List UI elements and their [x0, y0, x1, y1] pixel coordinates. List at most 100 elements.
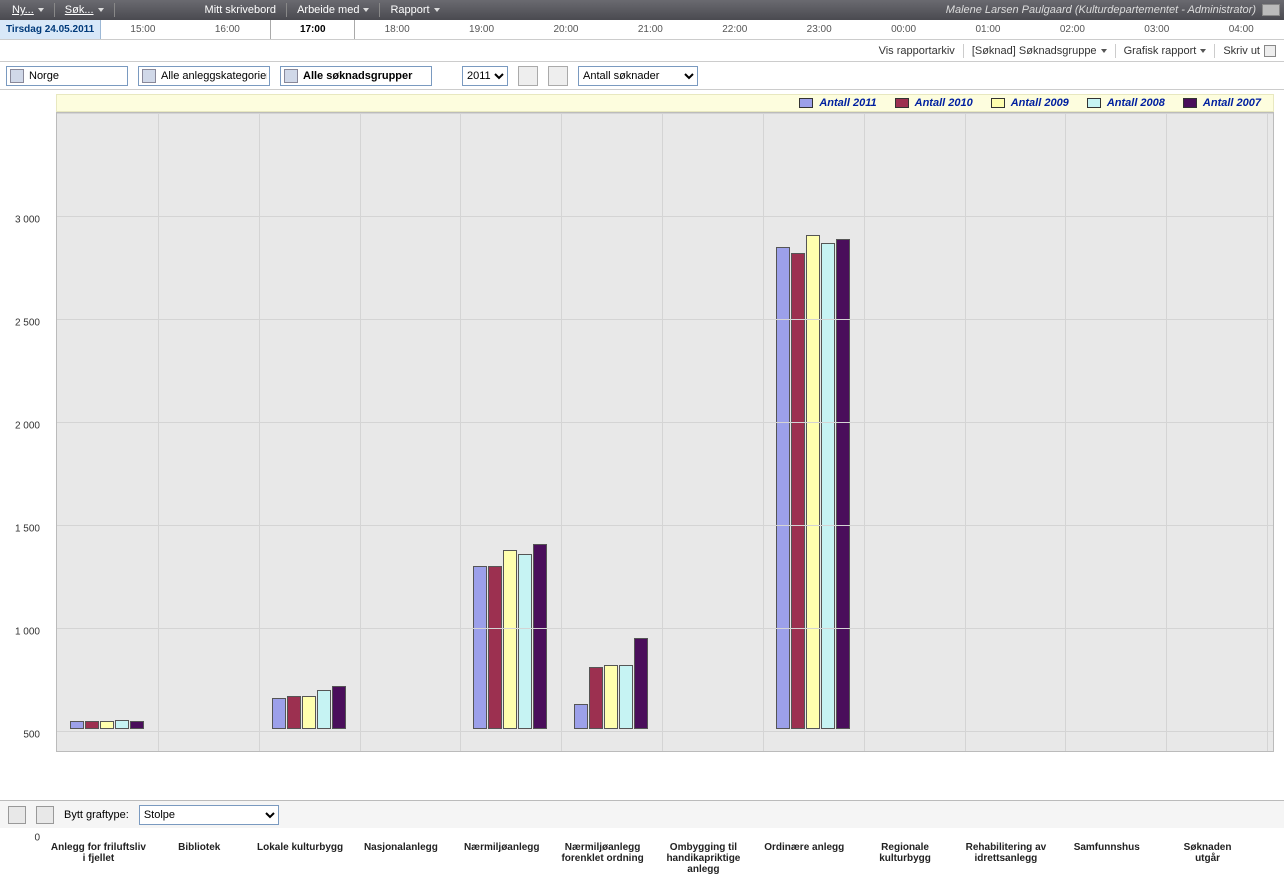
x-tick-label: Nærmiljøanlegg forenklet ordning [553, 842, 653, 864]
legend-item: Antall 2008 [1087, 97, 1165, 109]
x-tick-label: Nærmiljøanlegg [464, 842, 540, 853]
timeline-hour[interactable]: 22:00 [693, 20, 777, 39]
export-icon[interactable] [36, 806, 54, 824]
bar [115, 720, 129, 729]
x-tick-label: Lokale kulturbygg [257, 842, 343, 853]
report-type-dropdown[interactable]: [Søknad] Søknadsgruppe [972, 45, 1107, 57]
bar [488, 566, 502, 729]
chart-type-label: Bytt graftype: [64, 809, 129, 821]
menu-work-with[interactable]: Arbeide med [289, 4, 377, 16]
legend-swatch [1183, 98, 1197, 108]
bar [836, 239, 850, 729]
timeline-hour[interactable]: 15:00 [101, 20, 185, 39]
filter-bar: 2011 Antall søknader [0, 62, 1284, 90]
y-tick-label: 500 [23, 730, 40, 741]
timeline-hour[interactable]: 16:00 [186, 20, 270, 39]
bar [302, 696, 316, 729]
y-tick-label: 2 000 [15, 421, 40, 432]
chevron-down-icon [1200, 49, 1206, 53]
timeline-hour[interactable]: 18:00 [355, 20, 439, 39]
bar-group [473, 544, 547, 729]
legend-item: Antall 2007 [1183, 97, 1261, 109]
x-tick-label: Ordinære anlegg [764, 842, 844, 853]
bar [574, 704, 588, 729]
x-tick-label: Nasjonalanlegg [364, 842, 438, 853]
legend-label: Antall 2009 [1011, 97, 1069, 109]
bar [518, 554, 532, 729]
x-tick-label: Bibliotek [178, 842, 220, 853]
bar [272, 698, 286, 729]
year-select[interactable]: 2011 [462, 66, 508, 86]
menu-search[interactable]: Søk... [57, 4, 112, 16]
timeline-hour[interactable]: 00:00 [862, 20, 946, 39]
timeline-hour[interactable]: 20:00 [524, 20, 608, 39]
show-report-archive-link[interactable]: Vis rapportarkiv [879, 45, 955, 57]
timeline-hour[interactable]: 19:00 [440, 20, 524, 39]
timeline-hours[interactable]: 15:0016:0017:0018:0019:0020:0021:0022:00… [101, 20, 1284, 39]
bar-group [574, 638, 648, 729]
metric-select[interactable]: Antall søknader [578, 66, 698, 86]
region-filter[interactable] [6, 66, 128, 86]
legend-label: Antall 2011 [819, 97, 876, 109]
tree-icon [284, 69, 298, 83]
timeline-hour[interactable]: 17:00 [270, 20, 355, 39]
x-tick-label: Anlegg for friluftsliv i fjellet [48, 842, 148, 864]
view-mode-dropdown[interactable]: Grafisk rapport [1124, 45, 1207, 57]
footer-bar: Bytt graftype: Stolpe [0, 800, 1284, 828]
chevron-down-icon [434, 8, 440, 12]
top-menu-bar: Ny... Søk... Mitt skrivebord Arbeide med… [0, 0, 1284, 20]
category-input[interactable] [159, 67, 269, 85]
legend-swatch [1087, 98, 1101, 108]
timeline-bar: Tirsdag 24.05.2011 15:0016:0017:0018:001… [0, 20, 1284, 40]
timeline-hour[interactable]: 23:00 [777, 20, 861, 39]
calendar-icon[interactable] [518, 66, 538, 86]
legend-swatch [991, 98, 1005, 108]
x-tick-label: Rehabilitering av idrettsanlegg [956, 842, 1056, 864]
bar [533, 544, 547, 729]
bar [604, 665, 618, 729]
y-tick-label: 0 [34, 833, 40, 844]
legend-item: Antall 2011 [799, 97, 876, 109]
menu-desktop[interactable]: Mitt skrivebord [197, 4, 285, 16]
x-tick-label: Søknaden utgår [1174, 842, 1240, 864]
menu-new[interactable]: Ny... [4, 4, 52, 16]
chart-type-select[interactable]: Stolpe [139, 805, 279, 825]
region-input[interactable] [27, 67, 127, 85]
chevron-down-icon [363, 8, 369, 12]
legend-swatch [799, 98, 813, 108]
x-tick-label: Regionale kulturbygg [855, 842, 955, 864]
grid-view-icon[interactable] [8, 806, 26, 824]
bar [100, 721, 114, 729]
bar [130, 721, 144, 729]
menu-report[interactable]: Rapport [382, 4, 447, 16]
print-button[interactable]: Skriv ut [1223, 45, 1276, 57]
report-toolbar: Vis rapportarkiv [Søknad] Søknadsgruppe … [0, 40, 1284, 62]
bar [619, 665, 633, 729]
window-control-icon[interactable] [1262, 4, 1280, 16]
tree-icon [142, 69, 156, 83]
timeline-hour[interactable]: 02:00 [1031, 20, 1115, 39]
chevron-down-icon [38, 8, 44, 12]
timeline-hour[interactable]: 04:00 [1200, 20, 1284, 39]
columns-icon[interactable] [548, 66, 568, 86]
bar [317, 690, 331, 729]
tree-icon [10, 69, 24, 83]
y-axis: 05001 0001 5002 0002 5003 000 [0, 202, 44, 842]
chart-area: Antall 2011Antall 2010Antall 2009Antall … [0, 90, 1284, 798]
chevron-down-icon [98, 8, 104, 12]
group-filter[interactable] [280, 66, 432, 86]
timeline-hour[interactable]: 21:00 [609, 20, 693, 39]
timeline-date: Tirsdag 24.05.2011 [0, 20, 101, 39]
x-tick-label: Samfunnshus [1074, 842, 1140, 853]
bar-group [272, 686, 346, 729]
y-tick-label: 3 000 [15, 215, 40, 226]
chevron-down-icon [1101, 49, 1107, 53]
x-tick-label: Ombygging til handikapriktige anlegg [653, 842, 753, 875]
bar [85, 721, 99, 729]
bar [287, 696, 301, 729]
timeline-hour[interactable]: 03:00 [1115, 20, 1199, 39]
timeline-hour[interactable]: 01:00 [946, 20, 1030, 39]
current-user-label: Malene Larsen Paulgaard (Kulturdeparteme… [946, 4, 1262, 16]
group-input[interactable] [301, 67, 431, 85]
category-filter[interactable] [138, 66, 270, 86]
